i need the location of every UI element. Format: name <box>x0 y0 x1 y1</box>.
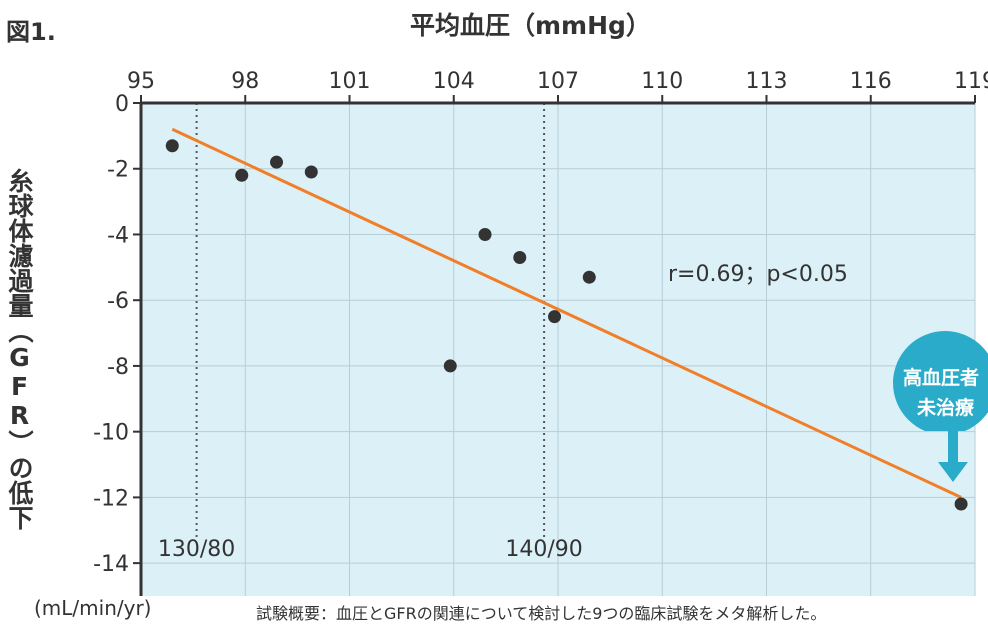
y-tick-label: 0 <box>115 92 129 117</box>
reference-line-label: 130/80 <box>158 537 235 562</box>
y-tick-label: -10 <box>93 421 129 446</box>
y-tick-label: -2 <box>107 158 129 183</box>
y-axis-title: 糸球体濾過量（GFR）の低下 <box>5 168 34 530</box>
x-tick-label: 104 <box>433 69 475 94</box>
x-tick-label: 119 <box>954 69 988 94</box>
reference-lines: 130/80 140/90 <box>158 103 583 562</box>
axes <box>133 95 976 596</box>
x-tick-label: 116 <box>850 69 892 94</box>
data-point <box>954 497 968 511</box>
data-point <box>582 270 596 284</box>
x-tick-label: 110 <box>641 69 683 94</box>
callout-arrow-icon <box>938 431 968 482</box>
y-tick-label: -14 <box>93 552 129 577</box>
y-tick-label: -8 <box>107 355 129 380</box>
callout-line1: 高血圧者 <box>903 367 980 389</box>
y-tick-label: -4 <box>107 223 129 248</box>
data-point <box>513 250 527 264</box>
data-point <box>548 310 562 324</box>
unit-label: (mL/min/yr) <box>34 596 152 620</box>
footnote: 試験概要：血圧とGFRの関連について検討した9つの臨床試験をメタ解析した。 <box>256 604 827 623</box>
callout-text: 高血圧者 未治療 <box>903 363 979 423</box>
data-points <box>165 139 968 511</box>
data-point <box>235 168 249 182</box>
x-tick-label: 107 <box>537 69 579 94</box>
data-point <box>478 227 492 241</box>
data-point <box>443 359 457 373</box>
x-tick-label: 101 <box>329 69 371 94</box>
figure-label: 図1. <box>6 18 56 46</box>
x-tick-labels: 95 98 101 104 107 110 113 116 119 <box>127 69 988 94</box>
trend-line <box>171 127 962 499</box>
y-tick-label: -12 <box>93 486 129 511</box>
data-point <box>270 155 284 169</box>
callout-circle <box>893 331 988 431</box>
x-tick-label: 98 <box>231 69 259 94</box>
data-point <box>304 165 318 179</box>
reference-line-label: 140/90 <box>505 537 582 562</box>
data-point <box>165 139 179 153</box>
x-axis-title: 平均血圧（mmHg） <box>410 11 651 40</box>
x-tick-label: 95 <box>127 69 155 94</box>
y-tick-labels: 0 -2 -4 -6 -8 -10 -12 -14 <box>93 92 129 577</box>
stat-annotation: r=0.69；p<0.05 <box>668 262 848 287</box>
callout-line2: 未治療 <box>917 397 975 419</box>
untreated-callout: 高血圧者 未治療 <box>893 331 988 431</box>
y-tick-label: -6 <box>107 289 129 314</box>
x-tick-label: 113 <box>746 69 788 94</box>
